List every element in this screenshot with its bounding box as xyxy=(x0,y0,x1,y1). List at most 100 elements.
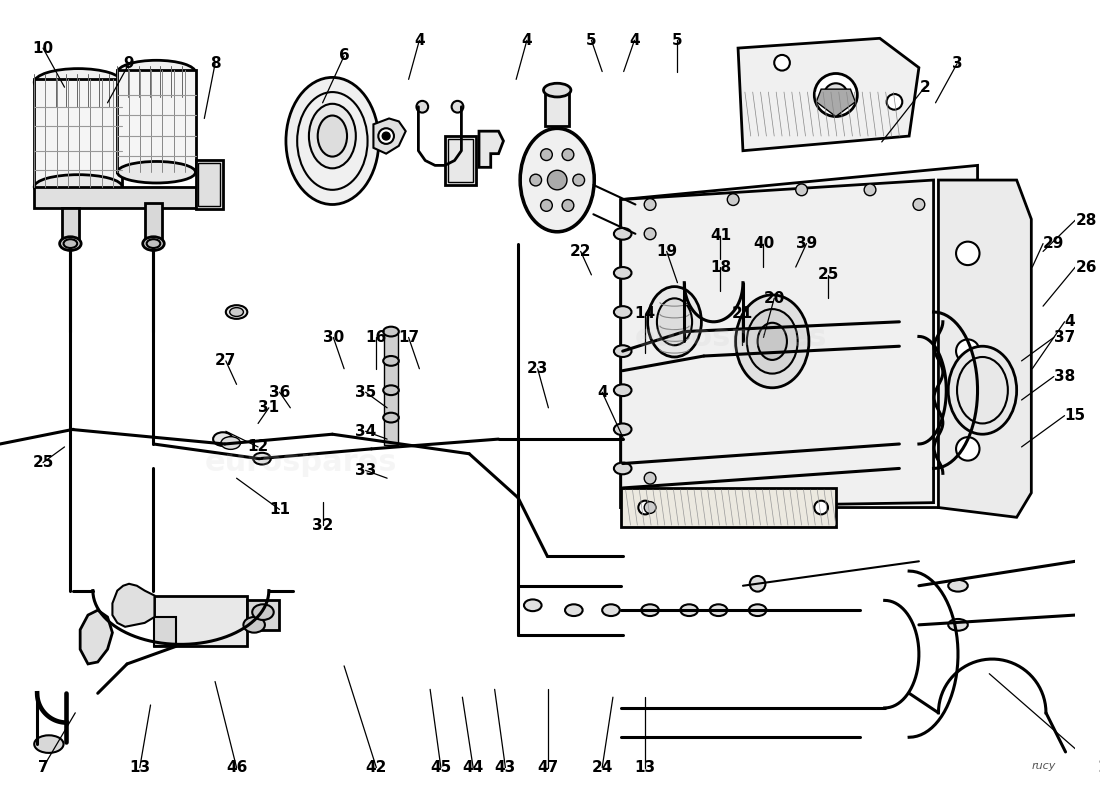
Circle shape xyxy=(645,472,656,484)
Text: 33: 33 xyxy=(355,463,376,478)
Ellipse shape xyxy=(948,619,968,630)
Bar xyxy=(384,331,398,359)
Ellipse shape xyxy=(383,326,399,337)
Text: 30: 30 xyxy=(322,330,344,345)
Ellipse shape xyxy=(948,580,968,592)
Ellipse shape xyxy=(614,423,631,435)
Circle shape xyxy=(795,184,807,196)
Polygon shape xyxy=(112,584,154,626)
Text: 44: 44 xyxy=(462,760,484,775)
Bar xyxy=(118,70,196,172)
Ellipse shape xyxy=(118,162,196,183)
Circle shape xyxy=(562,199,574,211)
Circle shape xyxy=(814,74,857,117)
Text: 8: 8 xyxy=(210,56,220,71)
Ellipse shape xyxy=(252,604,274,620)
Ellipse shape xyxy=(253,453,271,465)
Text: 4: 4 xyxy=(414,33,425,48)
Circle shape xyxy=(548,170,566,190)
Polygon shape xyxy=(80,610,112,664)
Ellipse shape xyxy=(710,604,727,616)
Text: 4: 4 xyxy=(1065,314,1075,330)
Text: 4: 4 xyxy=(597,385,607,400)
Ellipse shape xyxy=(520,129,594,231)
Bar xyxy=(145,202,163,240)
Text: 22: 22 xyxy=(570,244,592,259)
Text: 20: 20 xyxy=(763,291,785,306)
Ellipse shape xyxy=(143,237,164,250)
Ellipse shape xyxy=(383,386,399,395)
Text: 27: 27 xyxy=(216,354,236,368)
Ellipse shape xyxy=(657,298,692,346)
Circle shape xyxy=(824,83,847,106)
Text: 14: 14 xyxy=(635,306,656,322)
Circle shape xyxy=(562,149,574,161)
Text: 4: 4 xyxy=(629,33,640,48)
Text: 6: 6 xyxy=(339,49,350,63)
Ellipse shape xyxy=(64,239,77,248)
Text: 45: 45 xyxy=(430,760,451,775)
Ellipse shape xyxy=(648,286,702,357)
Circle shape xyxy=(540,199,552,211)
Text: 25: 25 xyxy=(817,267,838,282)
Circle shape xyxy=(913,198,925,210)
Circle shape xyxy=(417,101,428,113)
Circle shape xyxy=(865,184,876,196)
Ellipse shape xyxy=(59,237,81,250)
Ellipse shape xyxy=(758,322,786,360)
Text: 21: 21 xyxy=(732,306,752,322)
Text: 42: 42 xyxy=(365,760,387,775)
Text: 15: 15 xyxy=(1065,408,1086,423)
Ellipse shape xyxy=(34,735,64,753)
Text: 10: 10 xyxy=(32,41,54,55)
Polygon shape xyxy=(938,180,1032,518)
Text: eurospares: eurospares xyxy=(635,323,827,352)
Text: 24: 24 xyxy=(592,760,613,775)
Ellipse shape xyxy=(34,174,122,199)
Text: 38: 38 xyxy=(1054,369,1075,384)
Polygon shape xyxy=(816,89,856,117)
Ellipse shape xyxy=(614,462,631,474)
Polygon shape xyxy=(738,38,918,150)
Text: 11: 11 xyxy=(270,502,290,517)
Text: 17: 17 xyxy=(398,330,419,345)
Bar xyxy=(448,139,473,182)
Text: 7: 7 xyxy=(37,760,48,775)
Ellipse shape xyxy=(243,617,265,633)
Ellipse shape xyxy=(565,604,583,616)
Text: rucy: rucy xyxy=(1032,762,1056,771)
Text: 41: 41 xyxy=(710,228,732,243)
Bar xyxy=(546,92,569,126)
Text: 13: 13 xyxy=(635,760,656,775)
Bar xyxy=(384,361,398,388)
Text: 31: 31 xyxy=(258,400,279,415)
Ellipse shape xyxy=(213,432,233,446)
Bar xyxy=(34,187,196,208)
Text: 16: 16 xyxy=(365,330,387,345)
Text: 18: 18 xyxy=(710,259,732,274)
Text: 25: 25 xyxy=(32,455,54,470)
Circle shape xyxy=(956,339,979,363)
Circle shape xyxy=(573,174,584,186)
Ellipse shape xyxy=(524,599,541,611)
Circle shape xyxy=(378,128,394,144)
Text: 32: 32 xyxy=(312,518,333,533)
Text: 19: 19 xyxy=(656,244,678,259)
Bar xyxy=(384,418,398,445)
Text: 46: 46 xyxy=(226,760,248,775)
Circle shape xyxy=(638,501,652,514)
Circle shape xyxy=(887,94,902,110)
Ellipse shape xyxy=(614,384,631,396)
Ellipse shape xyxy=(614,228,631,240)
Ellipse shape xyxy=(749,604,767,616)
Ellipse shape xyxy=(34,69,122,96)
Ellipse shape xyxy=(736,295,808,388)
Circle shape xyxy=(452,101,463,113)
Ellipse shape xyxy=(681,604,698,616)
Text: 37: 37 xyxy=(1054,330,1075,345)
Text: 3: 3 xyxy=(952,56,962,71)
Text: 5: 5 xyxy=(672,33,683,48)
Text: 4: 4 xyxy=(521,33,532,48)
Polygon shape xyxy=(478,131,504,167)
Ellipse shape xyxy=(747,309,798,374)
